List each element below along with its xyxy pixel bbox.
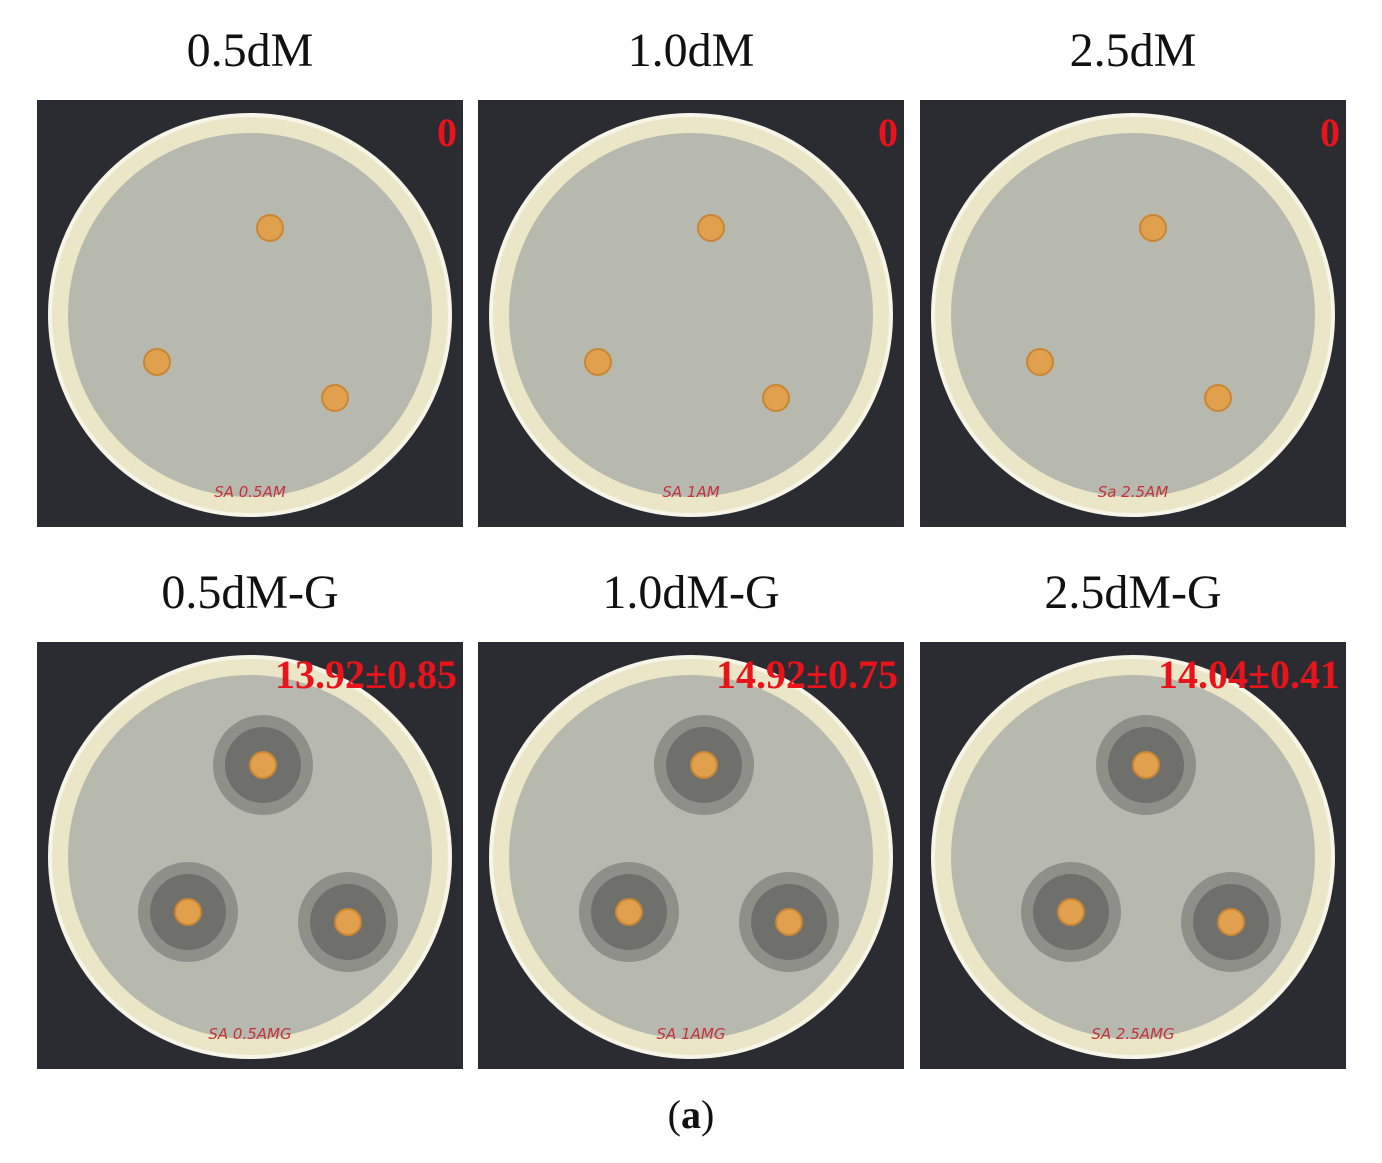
colony	[249, 751, 277, 779]
plate-label: SA 1AMG	[657, 1025, 726, 1043]
plate-label: SA 1AM	[662, 483, 719, 501]
panel-title: 0.5dM	[187, 24, 314, 77]
agar	[68, 133, 432, 497]
colony	[1204, 384, 1232, 412]
colony	[1217, 908, 1245, 936]
caption-letter: a	[681, 1092, 701, 1137]
colony	[615, 898, 643, 926]
colony	[321, 384, 349, 412]
caption: (a)	[668, 1092, 715, 1137]
colony	[690, 751, 718, 779]
zone-value: 0	[1320, 110, 1340, 155]
colony	[1026, 348, 1054, 376]
plate-label: SA 0.5AM	[214, 483, 286, 501]
plate-label: SA 2.5AMG	[1091, 1025, 1174, 1043]
colony	[697, 214, 725, 242]
colony	[1139, 214, 1167, 242]
panel-title: 1.0dM	[628, 24, 755, 77]
colony	[174, 898, 202, 926]
zone-value: 13.92±0.85	[275, 652, 457, 697]
colony	[762, 384, 790, 412]
zone-value: 14.04±0.41	[1158, 652, 1340, 697]
zone-value: 14.92±0.75	[716, 652, 898, 697]
plate-label: Sa 2.5AM	[1098, 483, 1169, 501]
colony	[1132, 751, 1160, 779]
caption-close: )	[701, 1092, 714, 1137]
agar	[951, 133, 1315, 497]
panel-title: 2.5dM	[1070, 24, 1197, 77]
colony	[143, 348, 171, 376]
panel-title: 0.5dM-G	[161, 566, 338, 619]
agar	[509, 133, 873, 497]
zone-value: 0	[878, 110, 898, 155]
colony	[1057, 898, 1085, 926]
zone-value: 0	[437, 110, 457, 155]
colony	[334, 908, 362, 936]
panel-title: 2.5dM-G	[1044, 566, 1221, 619]
panel-title: 1.0dM-G	[602, 566, 779, 619]
caption-open: (	[668, 1092, 681, 1137]
colony	[256, 214, 284, 242]
colony	[584, 348, 612, 376]
plate-label: SA 0.5AMG	[208, 1025, 291, 1043]
colony	[775, 908, 803, 936]
